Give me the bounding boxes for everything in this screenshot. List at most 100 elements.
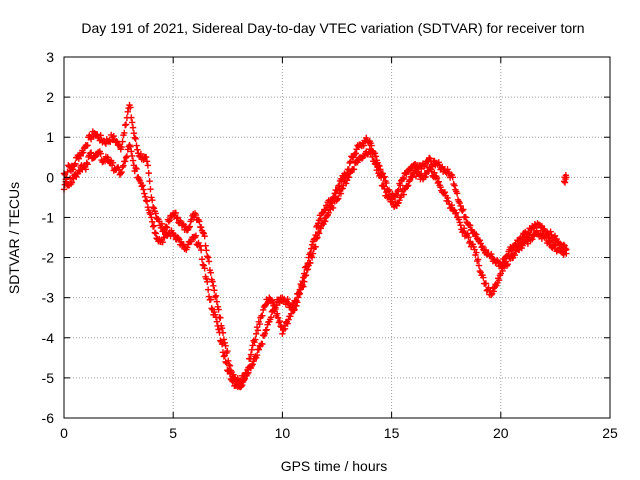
x-tick-label: 5: [169, 425, 177, 441]
data-point: [218, 324, 226, 332]
data-point: [127, 104, 134, 111]
data-point: [294, 294, 302, 301]
data-point: [230, 377, 237, 384]
data-point: [149, 218, 156, 226]
data-point: [139, 182, 146, 189]
data-point: [293, 302, 300, 310]
data-point: [174, 214, 181, 221]
data-point: [476, 267, 484, 275]
data-point: [147, 185, 154, 193]
data-point: [129, 124, 137, 131]
data-point: [151, 229, 159, 236]
data-point: [315, 230, 323, 237]
data-point: [122, 121, 130, 128]
data-point: [524, 230, 532, 238]
data-point: [201, 265, 208, 272]
data-point: [309, 250, 317, 257]
data-point: [307, 259, 314, 267]
data-point: [467, 222, 474, 229]
data-point: [211, 287, 218, 294]
data-point: [128, 152, 136, 160]
y-tick-label: -4: [42, 330, 55, 346]
data-point: [263, 326, 270, 333]
data-point: [117, 170, 124, 177]
data-point: [110, 132, 117, 140]
data-point: [441, 189, 449, 196]
data-point: [248, 346, 256, 354]
data-point: [158, 220, 166, 227]
data-point: [129, 157, 137, 164]
data-point: [480, 274, 487, 281]
data-point: [211, 294, 219, 301]
data-point: [252, 330, 260, 337]
data-point: [284, 320, 291, 327]
data-point: [313, 235, 320, 242]
data-point: [146, 177, 153, 185]
data-point: [369, 153, 376, 161]
data-point: [148, 214, 155, 221]
data-points: [60, 101, 570, 391]
data-point: [279, 330, 286, 337]
data-point: [142, 153, 150, 161]
data-point: [499, 267, 506, 275]
data-point: [274, 314, 282, 321]
data-point: [198, 256, 206, 263]
data-point: [325, 209, 332, 217]
data-point: [551, 232, 559, 240]
data-point: [205, 258, 213, 265]
data-point: [82, 166, 90, 173]
data-point: [219, 349, 227, 356]
data-point: [267, 314, 275, 321]
data-point: [504, 260, 511, 268]
data-point: [121, 129, 128, 137]
data-point: [144, 162, 152, 169]
data-point: [131, 134, 138, 141]
data-point: [377, 174, 385, 181]
data-point: [269, 298, 276, 306]
data-point: [255, 346, 263, 353]
data-point: [183, 244, 191, 251]
data-point: [150, 222, 158, 229]
data-point: [431, 169, 438, 176]
x-tick-label: 15: [384, 425, 400, 441]
data-point: [273, 310, 281, 317]
data-point: [460, 206, 467, 213]
data-point: [121, 121, 129, 129]
data-point: [149, 197, 156, 204]
data-point: [215, 326, 222, 333]
data-point: [224, 347, 231, 355]
data-point: [217, 337, 224, 344]
data-point: [314, 234, 321, 241]
data-point: [196, 218, 203, 225]
data-point: [133, 165, 140, 173]
data-point: [473, 231, 480, 238]
data-point: [97, 150, 104, 157]
data-point: [238, 383, 245, 390]
data-point: [399, 174, 407, 182]
y-tick-label: 1: [46, 129, 54, 145]
y-tick-label: -3: [42, 290, 55, 306]
data-point: [462, 214, 470, 221]
data-point: [317, 215, 325, 222]
data-point: [243, 372, 250, 380]
data-point: [563, 174, 570, 181]
data-point: [213, 298, 221, 305]
data-point: [192, 211, 200, 219]
data-point: [543, 233, 550, 241]
data-point: [143, 158, 151, 165]
data-point: [128, 114, 135, 121]
data-point: [204, 278, 211, 286]
data-point: [374, 164, 381, 171]
data-point: [256, 320, 263, 328]
data-point: [453, 209, 460, 216]
data-point: [137, 150, 145, 158]
data-point: [345, 174, 352, 181]
data-point: [226, 370, 234, 378]
data-point: [152, 230, 159, 237]
data-point: [80, 149, 87, 156]
data-point: [519, 242, 526, 249]
data-point: [560, 241, 567, 249]
data-point: [284, 295, 291, 303]
data-point: [230, 371, 237, 378]
data-point: [482, 280, 490, 287]
